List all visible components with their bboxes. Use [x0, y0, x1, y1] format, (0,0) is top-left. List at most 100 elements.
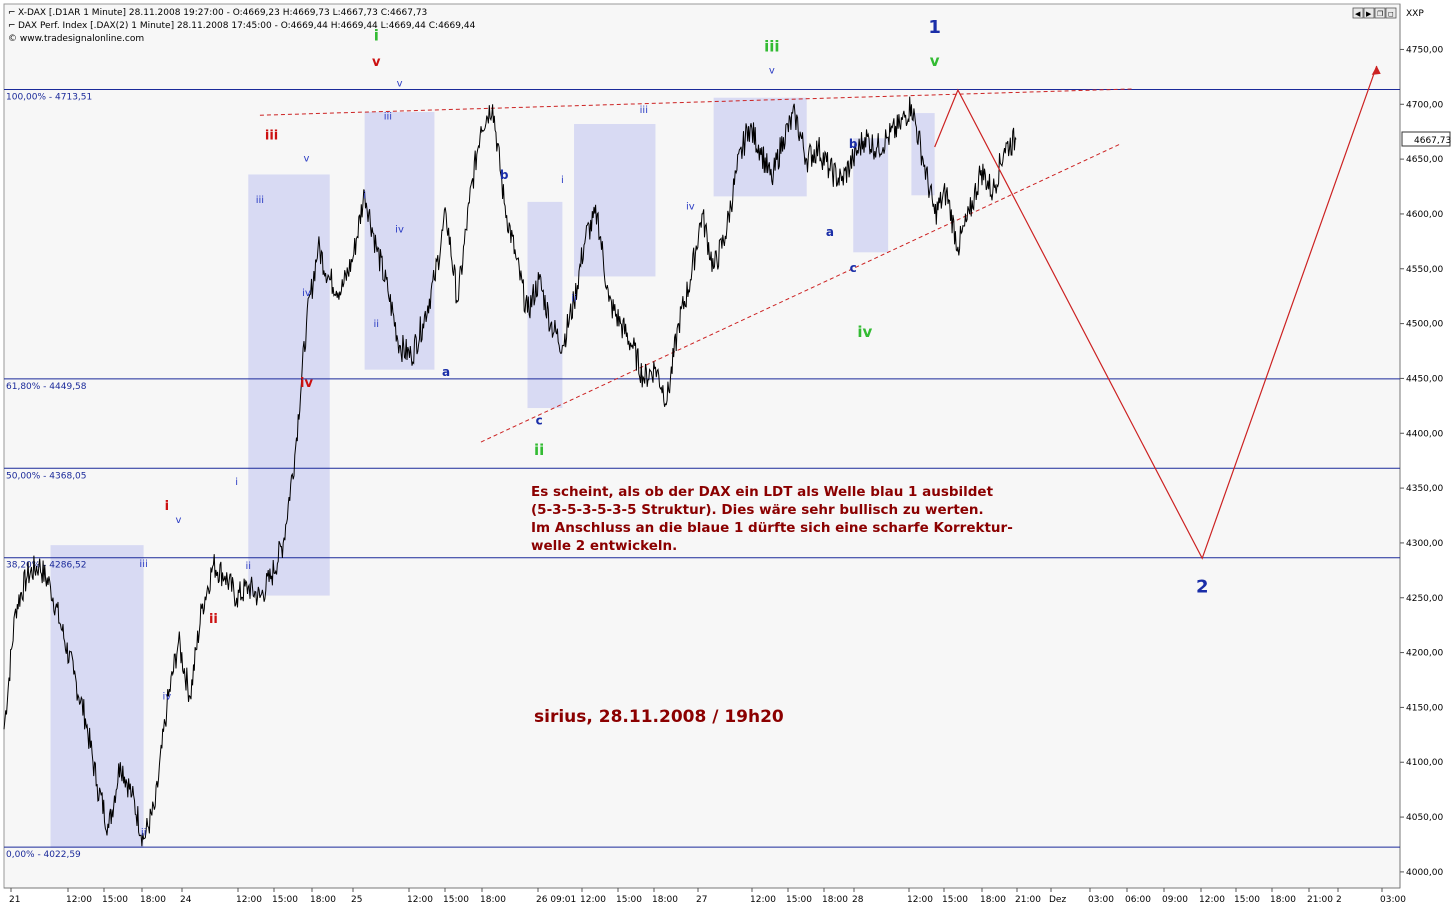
- fib-label: 61,80% - 4449,58: [6, 382, 87, 392]
- wave-label: 1: [928, 17, 941, 38]
- x-tick-label: 15:00: [616, 895, 642, 905]
- fib-label: 38,20% - 4286,52: [6, 561, 87, 571]
- header-icon: ⌐: [8, 8, 16, 18]
- fib-label: 50,00% - 4368,05: [6, 471, 87, 481]
- x-tick-label: 12:00: [907, 895, 933, 905]
- wave-box: [853, 138, 889, 253]
- x-tick-label: 18:00: [310, 895, 336, 905]
- last-price-box: [1401, 131, 1451, 147]
- x-tick-label: 18:00: [1270, 895, 1296, 905]
- wave-label: i: [374, 27, 379, 45]
- fib-label: 100,00% - 4713,51: [6, 92, 92, 102]
- y-tick-label: 4500,00: [1406, 320, 1443, 330]
- restore-button[interactable]: [1374, 7, 1386, 19]
- x-tick-label: 12:00: [750, 895, 776, 905]
- annotation-line-1: Es scheint, als ob der DAX ein LDT als W…: [531, 484, 994, 500]
- fibonacci-levels: 100,00% - 4713,51 61,80% - 4449,58 50,00% …: [4, 88, 1400, 860]
- projection-path: [934, 65, 1381, 560]
- wave-labels: iviiiiviiiiiiiiivv12abcabcviiiiviiiiiiii…: [139, 17, 1208, 839]
- wave-label-minor: iii: [256, 195, 264, 206]
- x-tick-label: 21:00: [1307, 895, 1333, 905]
- wave-label: b: [500, 168, 509, 182]
- wave-label: 2: [1196, 576, 1209, 597]
- y-tick-label: 4600,00: [1406, 210, 1443, 220]
- wave-label: iv: [300, 376, 313, 391]
- y-tick-label: 4050,00: [1406, 813, 1443, 823]
- wave-label: ii: [209, 612, 218, 627]
- wave-label-minor: iii: [384, 112, 392, 123]
- annotation-line-4: welle 2 entwickeln.: [531, 538, 677, 554]
- x-tick-label: Dez: [1049, 895, 1066, 905]
- chart-header: ⌐ X-DAX [.D1AR 1 Minute] 28.11.2008 19:2…: [8, 8, 476, 44]
- wave-box: [50, 545, 144, 848]
- x-tick-label: 2: [1336, 895, 1342, 905]
- wave-label: a: [826, 225, 834, 239]
- header-line-1: X-DAX [.D1AR 1 Minute] 28.11.2008 19:27:…: [18, 8, 427, 18]
- wave-label-minor: i: [363, 191, 366, 202]
- annotation-line-3: Im Anschluss an die blaue 1 dürfte sich …: [531, 520, 1013, 536]
- header-line-2: DAX Perf. Index [.DAX(2) 1 Minute] 28.11…: [18, 21, 476, 31]
- wave-box: [574, 124, 656, 277]
- signature: sirius, 28.11.2008 / 19h20: [534, 707, 784, 727]
- x-tick-label: 15:00: [102, 895, 128, 905]
- wave-box: [248, 174, 330, 596]
- wave-box: [911, 113, 935, 196]
- wave-label-minor: ii: [141, 828, 147, 839]
- prev-button[interactable]: [1352, 7, 1364, 19]
- x-tick-label: 12:00: [407, 895, 433, 905]
- x-tick-label: 18:00: [480, 895, 506, 905]
- y-tick-label: 4700,00: [1406, 100, 1443, 110]
- wave-label-minor: ii: [373, 319, 379, 330]
- price-series: [3, 96, 1017, 847]
- trendlines: [259, 88, 1133, 443]
- wave-label-minor: v: [176, 515, 182, 526]
- maximize-button[interactable]: [1385, 7, 1397, 19]
- x-tick-label: 03:00: [1088, 895, 1114, 905]
- y-tick-label: 4150,00: [1406, 703, 1443, 713]
- y-tick-label: 4100,00: [1406, 758, 1443, 768]
- plot-area[interactable]: [3, 3, 1401, 889]
- x-tick-label: 15:00: [272, 895, 298, 905]
- x-tick-label: 15:00: [443, 895, 469, 905]
- price-line: [3, 96, 1017, 847]
- x-tick-label: 18:00: [822, 895, 848, 905]
- next-icon: ▶: [1366, 10, 1372, 18]
- window-controls: ◀ ▶ ❐ ◻ XXP: [1352, 7, 1424, 19]
- prev-icon: ◀: [1355, 10, 1361, 18]
- header-line-3: © www.tradesignalonline.com: [8, 34, 144, 44]
- wave-label-minor: iv: [395, 225, 404, 236]
- x-tick-label: 12:00: [1199, 895, 1225, 905]
- y-axis-title: XXP: [1406, 9, 1424, 19]
- x-tick-label: 25: [351, 895, 362, 905]
- annotation-line-2: (5-3-5-3-5-3-5 Struktur). Dies wäre sehr…: [531, 502, 984, 518]
- x-tick-label: 21:00: [1015, 895, 1041, 905]
- x-tick-label: 27: [696, 895, 707, 905]
- header-icon: ⌐: [8, 21, 16, 31]
- x-tick-label: 15:00: [1234, 895, 1260, 905]
- annotation-block: Es scheint, als ob der DAX ein LDT als W…: [531, 484, 1013, 727]
- x-tick-label: 24: [180, 895, 192, 905]
- y-axis-ticks: 4750,00 4700,00 4650,00 4600,00 4550,00 4500,…: [1400, 45, 1443, 878]
- y-tick-label: 4450,00: [1406, 374, 1443, 384]
- wave-label-minor: v: [397, 79, 403, 90]
- x-tick-label: 26 09:01: [536, 895, 576, 905]
- wave-label: iii: [265, 128, 278, 143]
- x-tick-label: 12:00: [66, 895, 92, 905]
- wave-label: v: [372, 55, 381, 70]
- wave-label: b: [849, 137, 858, 151]
- next-button[interactable]: [1363, 7, 1375, 19]
- wave-label-minor: i: [235, 477, 238, 488]
- x-tick-label: 28: [852, 895, 864, 905]
- y-tick-label: 4200,00: [1406, 649, 1443, 659]
- wave-label: v: [930, 52, 940, 70]
- y-tick-label: 4750,00: [1406, 45, 1443, 55]
- trendline: [259, 88, 1133, 116]
- maximize-icon: ◻: [1388, 10, 1394, 18]
- x-tick-label: 09:00: [1162, 895, 1188, 905]
- y-tick-label: 4350,00: [1406, 484, 1443, 494]
- wave-label-minor: v: [304, 153, 310, 164]
- fib-label: 0,00% - 4022,59: [6, 850, 81, 860]
- x-tick-label: 12:00: [580, 895, 606, 905]
- x-tick-label: 15:00: [942, 895, 968, 905]
